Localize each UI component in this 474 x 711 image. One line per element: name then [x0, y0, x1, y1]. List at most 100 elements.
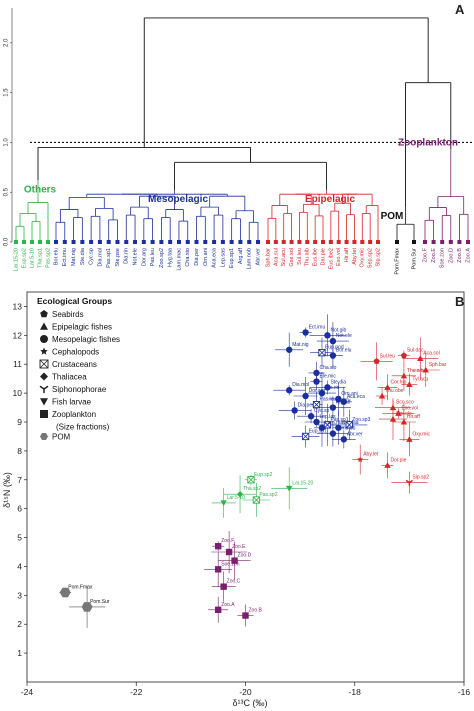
leaf-label: Hyg.taa [168, 247, 174, 267]
point-label: Dor.ple [391, 457, 407, 463]
data-point [220, 583, 227, 590]
legend-marker-star [40, 347, 48, 355]
data-point [214, 606, 222, 613]
point-label: Zoo.B [249, 608, 263, 614]
legend-entry: Siphonophorae [39, 385, 107, 394]
leaf-label: Aca.sul [273, 248, 279, 266]
legend-label: Seabirds [52, 310, 84, 319]
legend-title: Ecological Groups [37, 296, 112, 306]
data-point [395, 410, 402, 416]
data-point [324, 384, 331, 391]
legend-marker-hexagon [40, 433, 48, 440]
group-label: Zooplankton [398, 137, 458, 148]
point-label: Sip.sp2 [412, 475, 429, 481]
data-point [313, 378, 320, 385]
leaf-label: Aca.eca [212, 247, 218, 268]
leaf-label: Lam.mac [176, 248, 182, 271]
point-label: Bor.elu [336, 348, 352, 354]
x-tick-label: -16 [458, 687, 471, 697]
legend-marker-boxx-x [39, 359, 49, 369]
point-label: Aby.let [363, 452, 379, 458]
panel-label-a: A [455, 2, 465, 17]
point-label: Mat.nig [292, 342, 309, 348]
legend-label: Thaliacea [52, 373, 87, 382]
data-point [313, 418, 320, 426]
data-point [225, 548, 233, 556]
data-point [81, 602, 93, 612]
leaf-marker [256, 240, 260, 244]
leaf-marker [321, 240, 325, 244]
leaf-marker [305, 240, 310, 244]
data-point [406, 381, 413, 388]
data-point [220, 500, 227, 507]
point-label: Sph.bar [429, 362, 447, 368]
leaf-label: Zoo.B [457, 248, 463, 263]
leaf-label: Pas.leu [150, 248, 156, 266]
leaf-label: Lep.sas [220, 248, 226, 268]
leaf-label: Zoo.D [448, 248, 454, 263]
leaf-marker [141, 240, 146, 244]
point-label: Zoo.F [221, 538, 234, 544]
data-point [400, 418, 408, 425]
data-point [214, 566, 222, 573]
leaf-marker [313, 240, 318, 244]
point-label: Eup.sp1 [309, 428, 328, 434]
point-label: Orn.ani [341, 391, 357, 397]
data-point [247, 476, 255, 484]
point-label: Pom.Fmax [68, 584, 93, 590]
data-point [318, 349, 326, 357]
point-label: Dia.per [298, 402, 314, 408]
y-tick-label: 6 [17, 504, 22, 514]
leaf-marker [176, 240, 181, 244]
leaf-marker [30, 240, 34, 244]
data-point [400, 372, 408, 379]
legend-entry: Epipelagic fishes [40, 322, 112, 332]
data-point [405, 479, 414, 486]
series-epipelagic: Sul.dac Aca.sol Sul.leu Sph.bar Thu.albCor.h… [352, 337, 447, 494]
leaf-label: Ect.imu [62, 248, 68, 266]
leaf-label: Sep.sp2 [368, 248, 374, 268]
data-point-x [318, 349, 326, 357]
point-label: Eup.sp2 [254, 472, 273, 478]
leaf-label: Pom.Sur [411, 248, 417, 270]
point-label: Lar.5-10 [227, 495, 246, 501]
legend-marker-boxx [39, 359, 49, 369]
point-label: Hir.aff [407, 414, 421, 420]
legend-label: Zooplankton [52, 410, 96, 419]
leaf-marker [360, 240, 365, 244]
leaf-label: Dia.per [194, 248, 200, 266]
legend-entry: (Size fractions) [56, 423, 110, 432]
legend-label: Cephalopods [52, 348, 99, 357]
leaf-marker [376, 240, 380, 244]
data-point [59, 587, 71, 598]
leaf-marker [423, 240, 427, 244]
leaf-label: Zoo.A [465, 248, 471, 263]
point-label: Dia.mol [292, 382, 309, 388]
data-point [286, 346, 293, 353]
data-point [378, 392, 386, 399]
data-point [236, 491, 244, 498]
legend-marker-pentagon [40, 310, 48, 318]
point-label: Thu.obe [385, 388, 404, 394]
leaf-label: Exo.vol [336, 248, 342, 266]
leaf-marker [289, 240, 294, 244]
legend-entry: Fish larvae [40, 398, 92, 407]
leaf-label: Zoo.F [422, 247, 428, 262]
leaf-label: Eus.ibe [313, 248, 319, 266]
leaf-marker [124, 240, 129, 244]
leaf-label: Orn.ani [203, 248, 209, 266]
data-point-x [247, 476, 255, 484]
point-label: Ele.mic [320, 374, 337, 380]
group-label: Mesopelagic [148, 194, 208, 205]
leaf-label: Mat.nig [71, 248, 77, 266]
leaf-marker [466, 240, 470, 244]
data-point [323, 421, 332, 429]
point-label: Tyl.acu [412, 376, 428, 382]
leaf-marker [297, 240, 302, 244]
legend-marker-square [40, 410, 48, 418]
point-label: Tha.sp2 [243, 486, 261, 492]
point-label: Dia.rin [325, 385, 340, 391]
data-point [307, 413, 315, 420]
